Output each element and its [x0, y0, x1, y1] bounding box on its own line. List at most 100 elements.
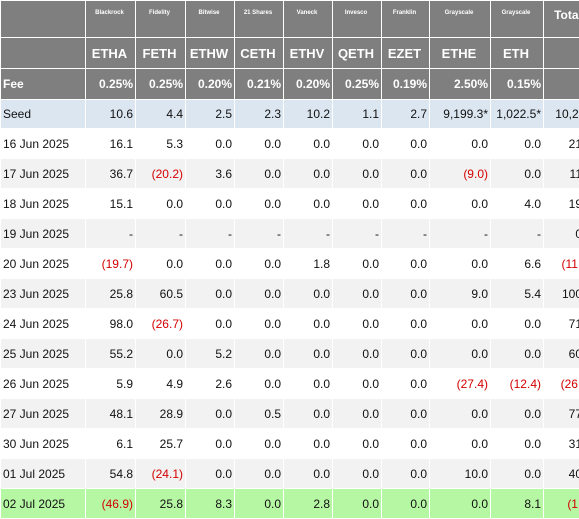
table-cell: -: [491, 219, 544, 249]
row-date: 24 Jun 2025: [1, 309, 86, 339]
table-cell: 0.0: [382, 249, 430, 279]
table-cell: -: [333, 219, 382, 249]
ticker-cell: ETHA: [86, 38, 136, 69]
table-cell: 5.3: [136, 129, 186, 159]
fee-cell: 0.21%: [235, 69, 284, 100]
table-cell: 0.0: [186, 249, 235, 279]
row-date: 16 Jun 2025: [1, 129, 86, 159]
issuer-cell: Vaneck: [284, 1, 333, 38]
table-cell: -: [382, 219, 430, 249]
table-cell: -: [136, 219, 186, 249]
table-cell: 31.8: [544, 429, 579, 459]
fee-cell: 0.25%: [86, 69, 136, 100]
fee-cell: 0.20%: [186, 69, 235, 100]
table-cell: -: [186, 219, 235, 249]
ticker-cell: FETH: [136, 38, 186, 69]
fee-cell: [544, 69, 579, 100]
table-cell: (12.4): [491, 369, 544, 399]
table-cell: 3.6: [186, 159, 235, 189]
fee-cell: 0.25%: [333, 69, 382, 100]
ticker-cell: [544, 38, 579, 69]
table-cell: 0.0: [235, 429, 284, 459]
table-cell: 0.0: [382, 279, 430, 309]
table-cell: 0.0: [136, 189, 186, 219]
table-cell: 40.7: [544, 459, 579, 489]
table-cell: 0.0: [284, 159, 333, 189]
table-cell: 25.8: [136, 489, 186, 519]
row-date: Seed: [1, 100, 86, 129]
table-cell: -: [284, 219, 333, 249]
table-cell: 0.0: [382, 159, 430, 189]
table-cell: 0.0: [333, 189, 382, 219]
table-cell: (11.3): [544, 249, 579, 279]
table-cell: 0.0: [382, 459, 430, 489]
total-header: Total: [544, 1, 579, 38]
table-cell: 60.5: [136, 279, 186, 309]
issuer-cell: Grayscale: [430, 1, 491, 38]
ticker-cell: ETHW: [186, 38, 235, 69]
issuer-cell: [1, 1, 86, 38]
table-cell: 0.0: [382, 429, 430, 459]
table-cell: 0.0: [430, 339, 491, 369]
ticker-cell: CETH: [235, 38, 284, 69]
row-date: 17 Jun 2025: [1, 159, 86, 189]
ticker-cell: [1, 38, 86, 69]
table-cell: 0.0: [491, 459, 544, 489]
table-cell: 0.0: [430, 399, 491, 429]
table-cell: 8.1: [491, 489, 544, 519]
table-cell: 0.0: [284, 339, 333, 369]
table-cell: 0.0: [284, 189, 333, 219]
table-cell: 0.0: [333, 399, 382, 429]
table-cell: 0.0: [382, 309, 430, 339]
table-cell: 10.6: [86, 100, 136, 129]
table-cell: 28.9: [136, 399, 186, 429]
table-cell: 0.0: [235, 339, 284, 369]
row-date: 02 Jul 2025: [1, 489, 86, 519]
table-cell: 0.0: [186, 129, 235, 159]
table-cell: 0.0: [136, 249, 186, 279]
table-cell: 0.0: [186, 189, 235, 219]
table-cell: 2.8: [284, 489, 333, 519]
row-date: 23 Jun 2025: [1, 279, 86, 309]
table-cell: 4.0: [491, 189, 544, 219]
table-cell: 1,022.5*: [491, 100, 544, 129]
ticker-cell: ETHV: [284, 38, 333, 69]
table-cell: 2.6: [186, 369, 235, 399]
table-cell: 0.0: [284, 129, 333, 159]
table-cell: (9.0): [430, 159, 491, 189]
table-cell: (24.1): [136, 459, 186, 489]
table-cell: 0.0: [235, 309, 284, 339]
table-cell: (26.4): [544, 369, 579, 399]
table-cell: (46.9): [86, 489, 136, 519]
table-cell: (26.7): [136, 309, 186, 339]
issuer-cell: Blackrock: [86, 1, 136, 38]
table-cell: 0.0: [382, 369, 430, 399]
table-cell: 15.1: [86, 189, 136, 219]
fee-cell: 0.15%: [491, 69, 544, 100]
fee-label: Fee: [1, 69, 86, 100]
fee-cell: 0.19%: [382, 69, 430, 100]
table-cell: 0.0: [430, 189, 491, 219]
table-cell: 0.0: [430, 129, 491, 159]
table-cell: 0.0: [186, 399, 235, 429]
table-cell: 0.0: [235, 489, 284, 519]
table-cell: 0.0: [333, 339, 382, 369]
ticker-cell: EZET: [382, 38, 430, 69]
ticker-cell: QETH: [333, 38, 382, 69]
table-cell: 0.0: [186, 279, 235, 309]
table-cell: 11.1: [544, 159, 579, 189]
issuer-cell: Fidelity: [136, 1, 186, 38]
table-cell: 0.0: [491, 129, 544, 159]
